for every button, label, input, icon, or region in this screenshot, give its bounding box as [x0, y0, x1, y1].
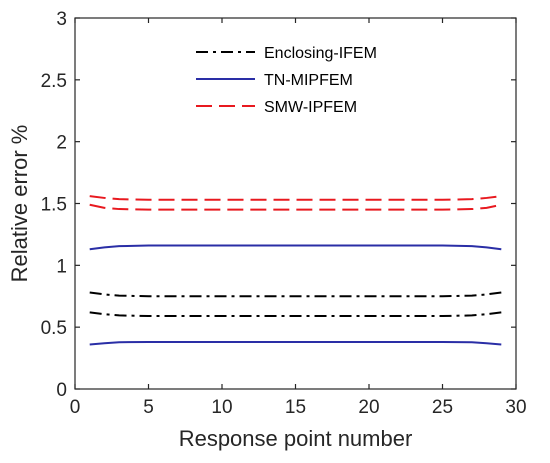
y-tick-label: 1	[56, 256, 67, 277]
legend-label-smw-ipfem: SMW-IPFEM	[264, 99, 357, 116]
legend: Enclosing-IFEM TN-MIPFEM SMW-IPFEM	[196, 45, 377, 116]
series-line-smw-ipfem-upper	[89, 195, 502, 201]
x-axis-label: Response point number	[179, 426, 413, 451]
x-tick-label: 0	[70, 397, 81, 418]
y-tick-label: 1.5	[41, 195, 67, 216]
x-tick-label: 20	[358, 397, 379, 418]
legend-label-enclosing-ifem: Enclosing-IFEM	[264, 45, 377, 62]
series-line-smw-ipfem-lower	[89, 203, 502, 211]
series-line-tn-mipfem-lower	[89, 341, 502, 346]
x-tick-label: 25	[432, 397, 453, 418]
y-tick-label: 2.5	[41, 71, 67, 92]
ticks-layer: 0 5 10 15 20 25 30 0 0.5 1 1.5 2 2.5 3	[41, 9, 527, 418]
y-axis-label: Relative error %	[7, 125, 32, 283]
plot-area: 0 5 10 15 20 25 30 0 0.5 1 1.5 2 2.5 3	[41, 9, 527, 418]
legend-label-tn-mipfem: TN-MIPFEM	[264, 72, 353, 89]
y-tick-label: 2	[56, 133, 67, 154]
y-tick-label: 0.5	[41, 318, 67, 339]
x-tick-label: 10	[211, 397, 232, 418]
series-line-tn-mipfem-upper	[89, 244, 502, 251]
series-line-enclosing-ifem-lower	[89, 311, 502, 318]
plot-frame	[74, 17, 517, 390]
x-tick-label: 30	[505, 397, 526, 418]
y-tick-label: 3	[56, 9, 67, 30]
y-tick-label: 0	[56, 380, 67, 401]
x-tick-label: 5	[143, 397, 154, 418]
series-layer	[89, 195, 502, 346]
x-tick-label: 15	[285, 397, 306, 418]
series-line-enclosing-ifem-upper	[89, 291, 502, 298]
